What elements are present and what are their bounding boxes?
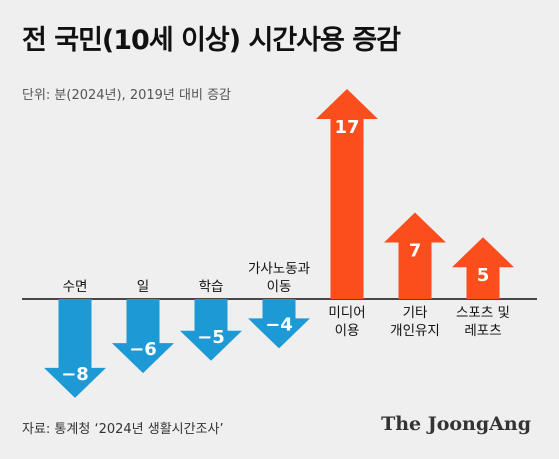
category-label-5-1: 개인유지 [390, 323, 440, 339]
arrow-bar-5 [384, 212, 446, 299]
value-label-6: 5 [477, 265, 490, 286]
category-label-3-0: 가사노동과 [248, 261, 310, 277]
category-label-0-0: 수면 [63, 279, 88, 295]
arrow-bar-6 [452, 237, 514, 299]
category-label-4-1: 이용 [335, 323, 360, 339]
value-label-3: −4 [265, 314, 293, 335]
category-label-6-0: 스포츠 및 [456, 305, 510, 321]
value-label-5: 7 [409, 241, 422, 262]
brand-logo: The JoongAng [381, 413, 531, 435]
arrow-bar-0 [44, 299, 106, 398]
value-label-0: −8 [61, 364, 89, 385]
arrow-bar-2 [180, 299, 242, 361]
value-label-1: −6 [129, 339, 157, 360]
category-label-2-0: 학습 [199, 279, 224, 295]
category-label-3-1: 이동 [267, 279, 292, 295]
arrow-bar-4 [316, 89, 378, 299]
chart-title: 전 국민(10세 이상) 시간사용 증감 [22, 25, 401, 56]
chart-unit-note: 단위: 분(2024년), 2019년 대비 증감 [22, 88, 231, 103]
category-label-5-0: 기타 [403, 305, 428, 321]
value-label-4: 17 [334, 117, 359, 138]
category-label-4-0: 미디어 [328, 305, 365, 321]
arrow-bar-1 [112, 299, 174, 374]
category-label-6-1: 레포츠 [464, 323, 501, 339]
arrow-bar-3 [248, 299, 310, 349]
category-label-1-0: 일 [137, 279, 149, 295]
value-label-2: −5 [197, 327, 225, 348]
source-note: 자료: 통계청 ‘2024년 생활시간조사’ [22, 422, 224, 437]
